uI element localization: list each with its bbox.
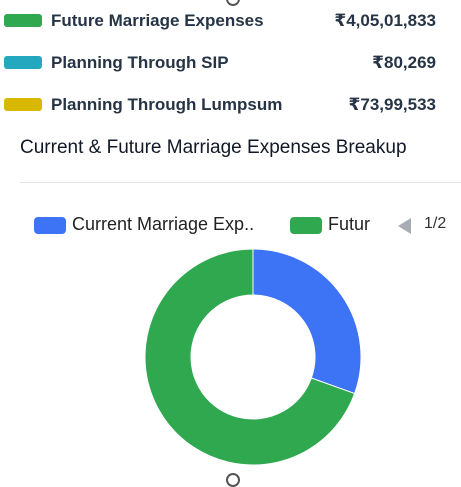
- summary-row-future-expenses: Future Marriage Expenses ₹4,05,01,833: [0, 8, 461, 38]
- sip-swatch: [4, 56, 42, 69]
- sip-value: ₹80,269: [372, 53, 436, 72]
- chart-legend: Current Marriage Exp.. Futur 1/2: [0, 211, 461, 239]
- summary-row-lumpsum: Planning Through Lumpsum ₹73,99,533: [0, 92, 461, 122]
- chevron-left-icon[interactable]: [398, 218, 411, 234]
- donut-slice-current[interactable]: [252, 248, 362, 395]
- future-expenses-swatch: [4, 14, 42, 27]
- legend-swatch-current: [34, 217, 66, 234]
- lumpsum-swatch: [4, 98, 42, 111]
- future-expenses-value: ₹4,05,01,833: [334, 11, 436, 30]
- future-expenses-label: Future Marriage Expenses: [51, 11, 264, 30]
- sip-label: Planning Through SIP: [51, 53, 229, 72]
- legend-label-future: Futur: [328, 214, 371, 234]
- legend-page-indicator: 1/2: [424, 215, 447, 232]
- legend-label-current: Current Marriage Exp..: [72, 214, 255, 234]
- lumpsum-value: ₹73,99,533: [348, 95, 436, 114]
- breakup-title: Current & Future Marriage Expenses Break…: [20, 137, 407, 158]
- donut-slice-future[interactable]: [144, 248, 356, 466]
- summary-row-sip: Planning Through SIP ₹80,269: [0, 50, 461, 80]
- lumpsum-label: Planning Through Lumpsum: [51, 95, 283, 114]
- legend-swatch-future: [290, 217, 322, 234]
- section-divider: [20, 182, 461, 183]
